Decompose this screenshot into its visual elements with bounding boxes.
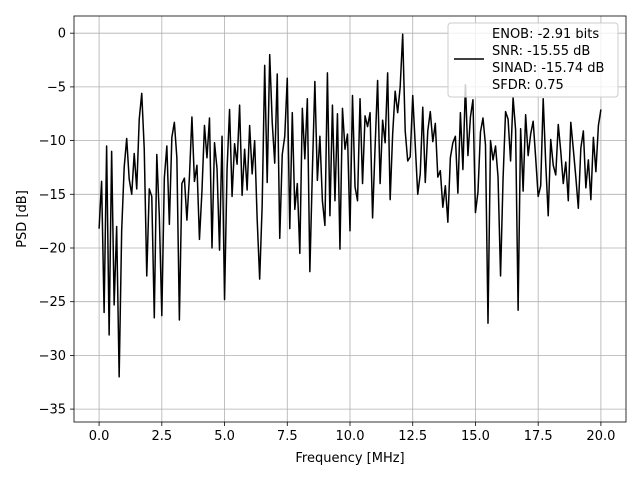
y-axis-ticks: 0 −5 −10 −15 −20 −25 −30 −35 [39, 27, 74, 418]
x-tick-label: 7.5 [277, 429, 298, 444]
psd-series-line [98, 33, 602, 378]
y-tick-label: 0 [58, 27, 66, 42]
y-tick-label: −10 [39, 134, 66, 149]
x-tick-label: 12.5 [398, 429, 427, 444]
legend: ENOB: -2.91 bits SNR: -15.55 dB SINAD: -… [447, 22, 619, 98]
x-tick-label: 20.0 [586, 429, 615, 444]
x-axis-ticks: 0.0 2.5 5.0 7.5 10.0 12.5 15.0 17.5 20.0 [89, 422, 615, 444]
legend-entry-snr: SNR: -15.55 dB [492, 44, 590, 59]
legend-entry-enob: ENOB: -2.91 bits [492, 27, 599, 42]
legend-entry-sfdr: SFDR: 0.75 [492, 78, 564, 93]
legend-box [447, 22, 619, 98]
y-tick-label: −15 [39, 188, 66, 203]
plot-area [98, 33, 602, 378]
x-tick-label: 10.0 [336, 429, 365, 444]
x-tick-label: 5.0 [214, 429, 235, 444]
y-axis-label: PSD [dB] [15, 190, 30, 248]
y-tick-label: −25 [39, 295, 66, 310]
x-axis-label: Frequency [MHz] [295, 451, 404, 466]
legend-entry-sinad: SINAD: -15.74 dB [492, 61, 604, 76]
x-tick-label: 2.5 [151, 429, 172, 444]
y-tick-label: −35 [39, 403, 66, 418]
y-tick-label: −5 [47, 80, 66, 95]
x-tick-label: 0.0 [89, 429, 110, 444]
y-tick-label: −30 [39, 349, 66, 364]
x-tick-label: 15.0 [461, 429, 490, 444]
y-tick-label: −20 [39, 242, 66, 257]
x-tick-label: 17.5 [524, 429, 553, 444]
